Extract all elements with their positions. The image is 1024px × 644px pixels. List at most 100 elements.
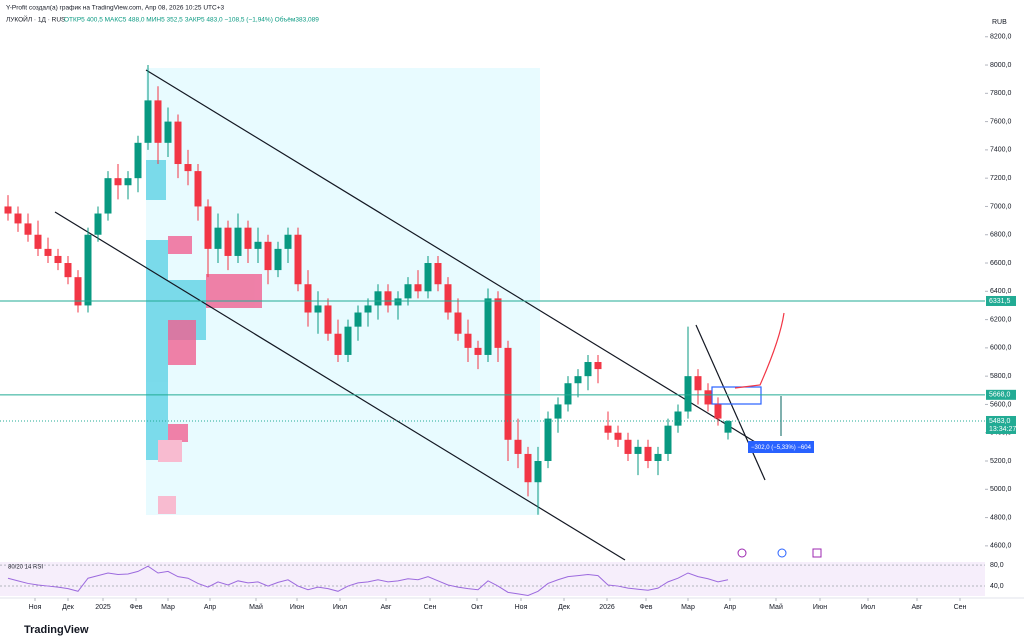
rsi-pane <box>0 562 985 596</box>
candle-body <box>224 227 232 256</box>
y-tick-label: 4800,0 <box>990 514 1012 521</box>
y-tick-label: 5800,0 <box>990 373 1012 380</box>
candle-body <box>704 390 712 405</box>
candle-body <box>724 420 732 433</box>
x-tick-label: Май <box>249 603 263 611</box>
symbol: ЛУКОЙЛ · 1Д · RUS <box>6 15 66 24</box>
level-label: 5668,0 <box>989 392 1011 399</box>
forecast-box <box>711 386 762 405</box>
candle-body <box>684 376 692 412</box>
y-tick-label: 5200,0 <box>990 458 1012 465</box>
candle-body <box>214 227 222 249</box>
x-tick-label: Июн <box>813 604 827 611</box>
measure-box <box>748 441 814 453</box>
candle-body <box>54 255 62 264</box>
candle-body <box>284 234 292 249</box>
candle-body <box>314 305 322 313</box>
candle-body <box>444 284 452 313</box>
candle-body <box>14 213 22 224</box>
candle-body <box>274 248 282 271</box>
candle-body <box>144 100 152 143</box>
candle-body <box>534 461 542 483</box>
candle-body <box>264 241 272 271</box>
candle-body <box>184 164 192 172</box>
measure-label: −302,0 (−5,33%) −604 <box>751 445 812 451</box>
candle-body <box>244 227 252 249</box>
candle-body <box>34 234 42 249</box>
level-label: 6331,5 <box>989 298 1011 305</box>
x-tick-label: Мар <box>161 604 175 611</box>
candle-body <box>44 248 52 256</box>
candle-body <box>354 312 362 327</box>
y-tick-label: 7600,0 <box>990 118 1012 125</box>
candle-body <box>414 284 422 292</box>
x-tick-label: Ноя <box>29 604 42 611</box>
candle-body <box>714 404 722 419</box>
candle-body <box>584 362 592 377</box>
x-tick-label: Июл <box>333 604 347 611</box>
candle-body <box>564 383 572 405</box>
candle-body <box>574 376 582 384</box>
logo: TradingView <box>24 624 89 636</box>
y-tick-label: 7800,0 <box>990 90 1012 97</box>
x-tick-label: Сен <box>424 604 437 611</box>
y-tick-label: 5600,0 <box>990 401 1012 408</box>
candle-body <box>554 404 562 419</box>
y-tick-label: 7200,0 <box>990 175 1012 182</box>
candle-body <box>674 411 682 426</box>
rsi-tick-label: 40,0 <box>990 583 1004 590</box>
x-tick-label: 2025 <box>95 604 111 611</box>
y-tick-label: 6600,0 <box>990 260 1012 267</box>
candle-body <box>604 425 612 433</box>
candle-body <box>494 298 502 348</box>
x-tick-label: Апр <box>204 604 216 611</box>
candle-body <box>164 121 172 143</box>
candle-body <box>364 305 372 313</box>
countdown: 13:34:27 <box>989 426 1016 433</box>
volume-profile-down <box>168 236 262 442</box>
candle-body <box>94 213 102 235</box>
x-tick-label: Ноя <box>515 604 528 611</box>
x-tick-label: Сен <box>954 604 967 611</box>
trend-lines <box>54 69 766 561</box>
rsi-title: 80/20 14 RSI <box>8 565 43 571</box>
y-tick-label: 6000,0 <box>990 345 1012 352</box>
y-tick-label: 5000,0 <box>990 486 1012 493</box>
volume-profile-lower <box>158 440 182 514</box>
candle-body <box>654 453 662 462</box>
candle-body <box>134 142 142 179</box>
candle-body <box>204 206 212 249</box>
candle-body <box>694 376 702 391</box>
candle-body <box>64 263 72 278</box>
candle-body <box>384 291 392 306</box>
candle-body <box>104 178 112 214</box>
candle-body <box>634 446 642 454</box>
candle-body <box>474 347 482 355</box>
y-tick-label: 8000,0 <box>990 62 1012 69</box>
candle-body <box>114 178 122 186</box>
last-price-tag <box>986 415 1016 434</box>
y-tick-label: 7400,0 <box>990 147 1012 154</box>
candle-body <box>434 263 442 285</box>
candle-body <box>464 333 472 348</box>
last-price-label: 5483,0 <box>989 418 1011 425</box>
candle-body <box>294 234 302 285</box>
rsi-line <box>7 565 729 596</box>
candle-body <box>154 100 162 143</box>
x-tick-label: Июл <box>861 604 875 611</box>
x-tick-label: Авг <box>381 604 392 611</box>
candle-body <box>304 284 312 313</box>
bottom-icons <box>737 548 822 558</box>
candle-body <box>404 284 412 299</box>
candle-body <box>324 305 332 334</box>
x-tick-label: Фев <box>130 604 143 611</box>
y-tick-label: 7000,0 <box>990 203 1012 210</box>
x-tick-label: Дек <box>558 604 571 611</box>
candle-body <box>524 453 532 483</box>
y-tick-label: 6400,0 <box>990 288 1012 295</box>
rsi-tick-label: 80,0 <box>990 562 1004 569</box>
candle-body <box>424 263 432 292</box>
candle-body <box>254 241 262 249</box>
candle-body <box>124 178 132 186</box>
candle-body <box>544 418 552 462</box>
